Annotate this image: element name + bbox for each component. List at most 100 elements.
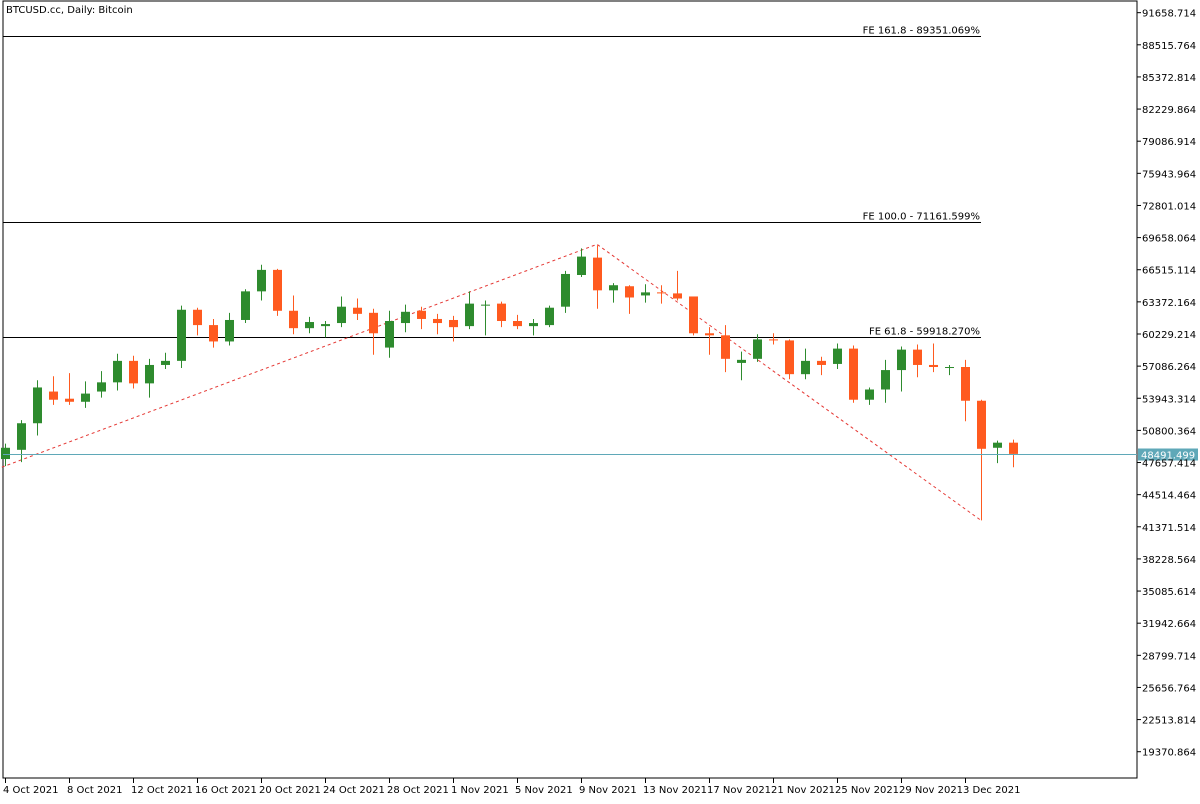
candle-body [881,370,890,390]
y-tick-label: 82229.864 [1142,105,1196,116]
x-tick-label: 4 Oct 2021 [3,785,58,796]
candle [673,270,682,301]
candle [49,376,58,405]
candle-body [289,310,298,329]
candle [177,305,186,369]
candle [721,325,730,373]
candle-body [161,360,170,365]
candle [545,305,554,328]
y-tick-label: 47657.414 [1142,459,1196,470]
candle [561,270,570,313]
x-tick-label: 24 Oct 2021 [323,785,385,796]
fibo-level-label: FE 100.0 - 71161.599% [863,212,980,223]
candle-body [209,325,218,342]
candle [577,248,586,278]
x-tick-label: 3 Dec 2021 [963,785,1021,796]
y-tick-label: 57086.264 [1142,362,1196,373]
y-tick-label: 63372.164 [1142,298,1196,309]
candle-body [145,364,154,384]
candle-body [481,304,490,306]
candle [769,333,778,345]
current-price-label-bg [1138,448,1198,461]
current-price-label: 48491.499 [1141,451,1195,462]
y-tick-label: 50800.364 [1142,426,1196,437]
candle [801,348,810,380]
candle-body [609,285,618,291]
x-tick-label: 17 Nov 2021 [707,785,771,796]
candle [609,283,618,303]
candle-body [97,382,106,392]
y-tick-label: 91658.714 [1142,9,1196,20]
y-tick-label: 88515.764 [1142,41,1196,52]
candle [289,295,298,335]
candle-body [401,311,410,324]
candle [193,307,202,336]
candle [81,381,90,408]
y-tick-label: 28799.714 [1142,651,1196,662]
x-tick-label: 21 Nov 2021 [771,785,835,796]
candle-body [353,307,362,314]
candle [337,296,346,328]
candle [369,308,378,355]
time-axis[interactable]: 4 Oct 2021 8 Oct 2021 12 Oct 2021 16 Oct 20… [3,778,1021,796]
candle-body [625,286,634,298]
y-tick-label: 35085.614 [1142,587,1196,598]
candle [33,380,42,436]
candle-body [561,273,570,307]
candle [129,355,138,389]
candle [17,420,26,463]
fibo-levels: FE 161.8 - 89351.069% FE 100.0 - 71161.59… [3,26,981,338]
price-axis[interactable]: 19370.864 22513.814 25656.764 28799.714 3194… [1137,9,1196,759]
candle-body [449,319,458,328]
candle-body [753,339,762,359]
candle-body [81,393,90,402]
candle [385,310,394,358]
candle-body [305,322,314,329]
candle-body [705,333,714,336]
candle [401,304,410,333]
x-tick-label: 25 Nov 2021 [835,785,899,796]
candle-body [673,293,682,299]
y-tick-label: 85372.814 [1142,73,1196,84]
candle [225,312,234,346]
candle [321,321,330,338]
candle-body [1009,442,1018,454]
candle-body [241,291,250,320]
candle-body [65,398,74,402]
x-tick-label: 13 Nov 2021 [643,785,707,796]
candle [113,353,122,391]
candle-body [945,367,954,369]
candle-body [257,269,266,292]
y-tick-label: 22513.814 [1142,716,1196,727]
candle [465,291,474,330]
y-tick-label: 75943.964 [1142,169,1196,180]
candle-body [993,442,1002,448]
x-tick-label: 8 Oct 2021 [67,785,122,796]
fibo-level-label: FE 161.8 - 89351.069% [863,26,980,37]
candle [481,300,490,336]
candle-body [113,360,122,383]
candle-body [577,256,586,275]
x-tick-label: 28 Oct 2021 [387,785,449,796]
candle-body [513,321,522,327]
candle [65,373,74,405]
y-tick-label: 19370.864 [1142,748,1196,759]
candle [273,268,282,316]
candle-body [417,310,426,319]
candle [881,359,890,403]
candle-body [817,360,826,365]
candle [593,245,602,309]
candle-body [785,340,794,375]
x-tick-label: 16 Oct 2021 [195,785,257,796]
candle-body [465,303,474,327]
candle [417,306,426,330]
candle [161,352,170,370]
candle-body [49,391,58,400]
candle [433,313,442,335]
candle [753,334,762,362]
candle-body [897,349,906,371]
candle [961,359,970,422]
